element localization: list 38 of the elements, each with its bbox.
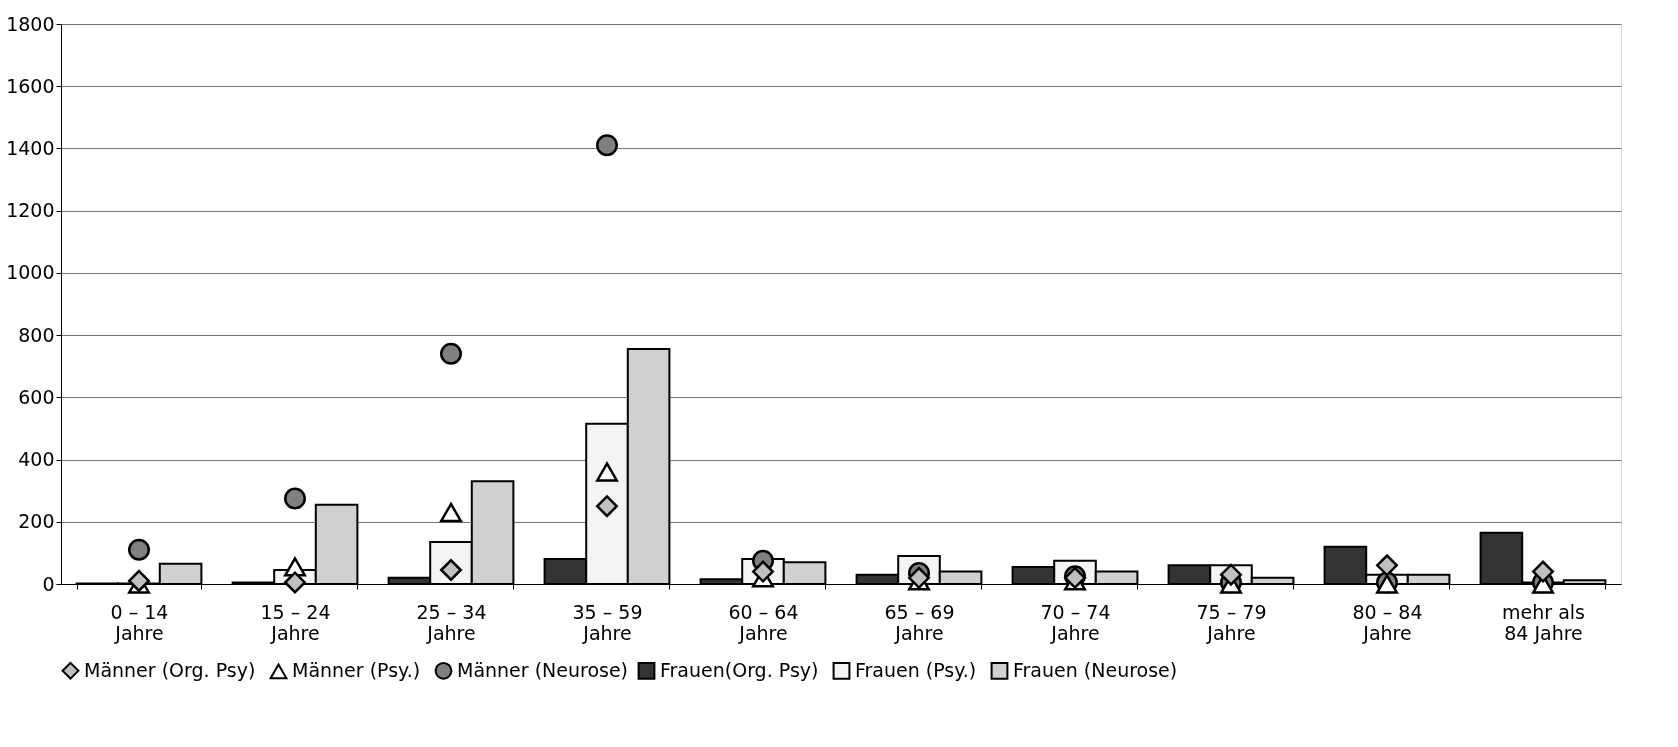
- legend-label: Frauen (Neurose): [1013, 658, 1178, 681]
- y-tick-label: 1600: [6, 74, 55, 97]
- x-tick-label: mehr als 84 Jahre: [1502, 600, 1585, 644]
- x-tick-label: 15 – 24 Jahre: [260, 600, 331, 644]
- legend-label: Männer (Psy.): [292, 659, 421, 682]
- y-tick-label: 0: [42, 572, 55, 595]
- y-tick-label: 200: [18, 510, 55, 533]
- point: [1220, 563, 1242, 586]
- legend-label: Frauen (Psy.): [855, 658, 977, 681]
- point: [440, 342, 462, 365]
- y-tick-label: 1200: [6, 199, 55, 222]
- x-tick-label: 25 – 34 Jahre: [416, 600, 487, 644]
- y-tick-label: 1400: [6, 136, 55, 159]
- point: [128, 538, 150, 561]
- legend-label: Männer (Org. Psy): [84, 658, 256, 681]
- x-tick-label: 75 – 79 Jahre: [1196, 600, 1267, 644]
- legend-label: Männer (Neurose): [457, 658, 629, 681]
- y-tick-label: 800: [18, 323, 55, 346]
- x-tick-label: 70 – 74 Jahre: [1040, 600, 1111, 644]
- y-tick-label: 600: [18, 385, 55, 408]
- x-tick-label: 65 – 69 Jahre: [884, 600, 955, 644]
- y-tick-label: 1800: [6, 12, 55, 35]
- point: [596, 462, 618, 482]
- x-tick-label: 80 – 84 Jahre: [1352, 600, 1423, 644]
- x-tick-label: 60 – 64 Jahre: [728, 600, 799, 644]
- point: [1532, 560, 1554, 583]
- legend-label: Frauen(Org. Psy): [660, 658, 819, 681]
- point: [1376, 554, 1398, 577]
- point: [128, 569, 150, 592]
- point: [596, 134, 618, 157]
- y-tick-label: 400: [18, 448, 55, 471]
- x-tick-label: 0 – 14 Jahre: [110, 600, 169, 644]
- point: [284, 571, 306, 594]
- y-tick-label: 1000: [6, 261, 55, 284]
- x-tick-label: 35 – 59 Jahre: [572, 600, 643, 644]
- point: [596, 495, 618, 518]
- point: [284, 487, 306, 510]
- point: [440, 502, 462, 523]
